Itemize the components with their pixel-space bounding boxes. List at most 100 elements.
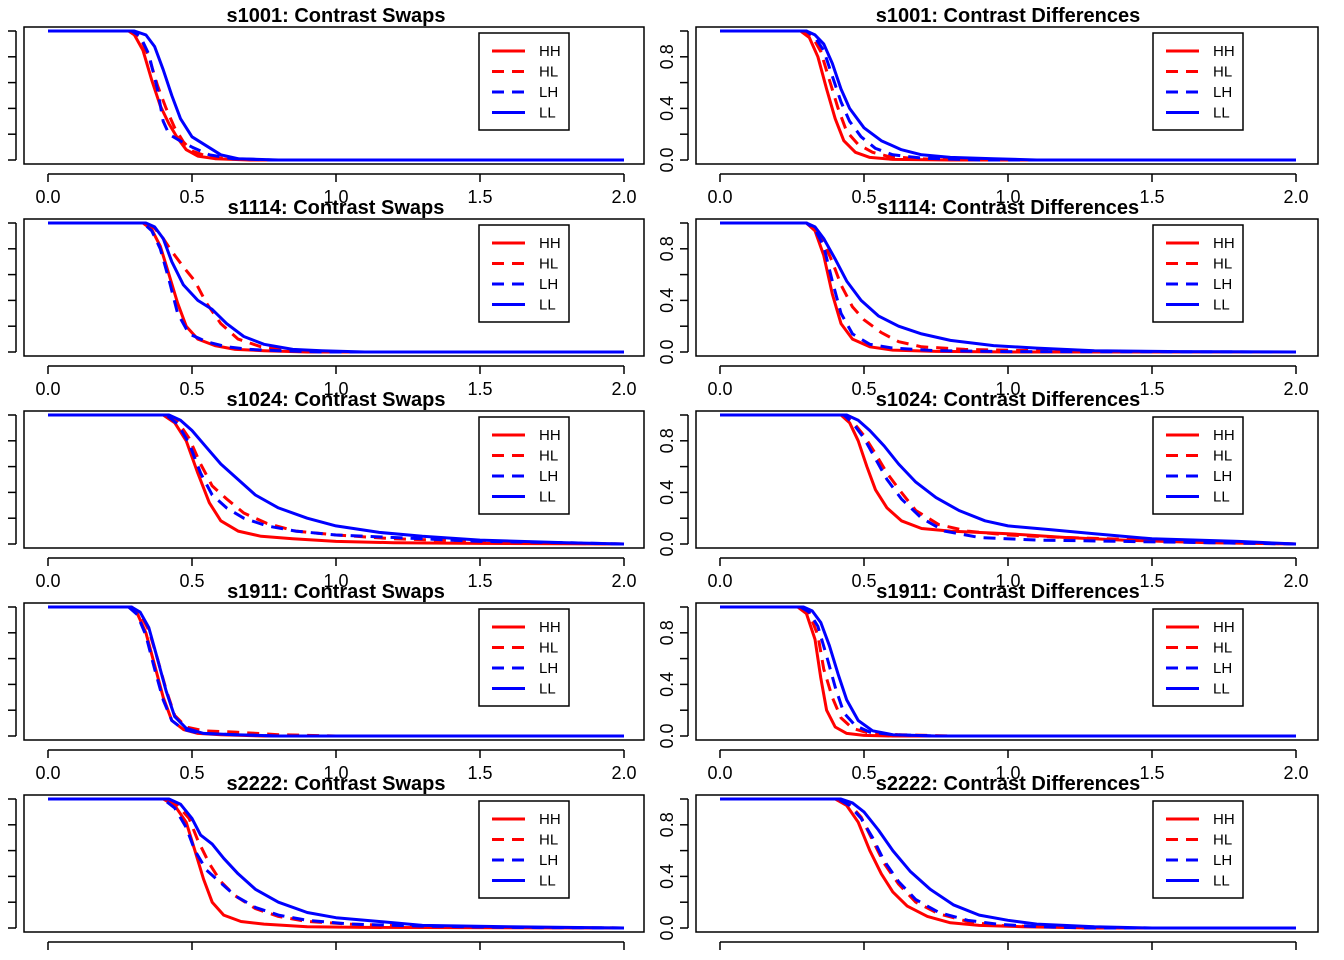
series-line-ll (720, 797, 1296, 930)
x-tick-label: 2.0 (1283, 187, 1308, 207)
x-tick-label: 0.0 (35, 379, 60, 399)
series-line-ll (720, 221, 1297, 354)
legend-label-hh: HH (1213, 427, 1235, 444)
panel-title: s1024: Contrast Differences (876, 389, 1141, 411)
legend-label-ll: LL (1213, 681, 1230, 698)
legend-label-lh: LH (539, 468, 558, 485)
panel-0: 0.0 0.5 1.0 1.5 2.0 s1001: Contrast Swaps HH HL… (8, 5, 645, 207)
legend-label-hh: HH (539, 427, 561, 444)
plot-frame (695, 26, 1319, 165)
plot-frame (23, 794, 645, 933)
x-tick-label: 1.5 (467, 571, 492, 591)
plot-frame (23, 602, 645, 741)
legend-label-ll: LL (1213, 489, 1230, 506)
y-tick-label: 0.4 (657, 672, 677, 697)
legend-label-lh: LH (539, 84, 558, 101)
y-tick-label: 0.8 (657, 44, 677, 69)
series-line-ll (720, 413, 1297, 546)
y-tick-label: 0.0 (657, 915, 677, 940)
panel-8: s2222: Contrast Swaps HH HL LH LL (8, 773, 645, 950)
x-tick-label: 1.5 (1139, 571, 1164, 591)
legend-label-ll: LL (539, 873, 556, 890)
x-tick-label: 2.0 (1283, 571, 1308, 591)
legend-label-ll: LL (539, 681, 556, 698)
y-tick-label: 0.8 (657, 428, 677, 453)
x-tick-label: 2.0 (611, 763, 636, 783)
x-tick-label: 1.0 (323, 763, 348, 783)
series-line-ll (720, 605, 1296, 738)
x-tick-label: 1.0 (323, 571, 348, 591)
legend-label-hh: HH (539, 619, 561, 636)
legend: HH HL LH LL (478, 224, 570, 323)
panel-6: 0.0 0.5 1.0 1.5 2.0 s1911: Contrast Swaps HH HL… (8, 581, 645, 783)
legend-label-hl: HL (1213, 640, 1232, 657)
panel-3: 0.0 0.5 1.0 1.5 2.0 0.0 0.4 0.8 s1114: Contrast … (657, 197, 1319, 399)
legend: HH HL LH LL (1152, 416, 1244, 515)
legend: HH HL LH LL (478, 32, 570, 131)
series-line-lh (48, 221, 624, 354)
x-tick-label: 2.0 (1283, 379, 1308, 399)
legend: HH HL LH LL (478, 416, 570, 515)
plot-frame (695, 410, 1319, 549)
panel-title: s1911: Contrast Differences (876, 581, 1139, 603)
y-tick-label: 0.4 (657, 288, 677, 313)
legend-label-hl: HL (1213, 256, 1232, 273)
legend-label-hh: HH (539, 811, 561, 828)
legend: HH HL LH LL (1152, 32, 1244, 131)
x-tick-label: 0.5 (851, 187, 876, 207)
legend-label-hl: HL (539, 832, 558, 849)
x-tick-label: 0.0 (707, 379, 732, 399)
plot-frame (23, 410, 645, 549)
legend-label-hl: HL (1213, 64, 1232, 81)
legend-label-hl: HL (539, 256, 558, 273)
plot-frame (695, 794, 1319, 933)
series-line-hh (720, 605, 1296, 738)
legend-label-lh: LH (1213, 84, 1232, 101)
panel-title: s1114: Contrast Differences (877, 197, 1139, 219)
x-tick-label: 2.0 (611, 571, 636, 591)
legend-label-ll: LL (539, 105, 556, 122)
legend-label-ll: LL (1213, 873, 1230, 890)
legend-label-lh: LH (539, 852, 558, 869)
x-tick-label: 1.0 (323, 187, 348, 207)
x-tick-label: 1.0 (995, 379, 1020, 399)
x-tick-label: 0.0 (707, 763, 732, 783)
series-line-lh (48, 797, 625, 930)
legend-label-lh: LH (1213, 660, 1232, 677)
x-tick-label: 1.5 (1139, 763, 1164, 783)
y-tick-label: 0.0 (657, 147, 677, 172)
x-tick-label: 2.0 (611, 187, 636, 207)
x-tick-label: 0.5 (851, 763, 876, 783)
legend-label-hl: HL (539, 64, 558, 81)
legend-label-lh: LH (1213, 468, 1232, 485)
legend: HH HL LH LL (478, 608, 570, 707)
legend-label-hl: HL (1213, 832, 1232, 849)
panel-title: s1114: Contrast Swaps (228, 197, 445, 219)
legend-label-hl: HL (539, 448, 558, 465)
legend-label-lh: LH (539, 276, 558, 293)
legend-label-ll: LL (1213, 105, 1230, 122)
y-tick-label: 0.8 (657, 236, 677, 261)
y-tick-label: 0.4 (657, 96, 677, 121)
y-tick-label: 0.0 (657, 531, 677, 556)
x-tick-label: 1.5 (467, 187, 492, 207)
x-tick-label: 0.5 (179, 763, 204, 783)
x-tick-label: 0.0 (35, 571, 60, 591)
y-tick-label: 0.8 (657, 620, 677, 645)
x-tick-label: 1.0 (995, 187, 1020, 207)
plot-frame (695, 602, 1319, 741)
x-tick-label: 0.5 (179, 571, 204, 591)
panel-title: s1001: Contrast Differences (876, 5, 1141, 27)
series-line-lh (48, 413, 625, 546)
legend-label-lh: LH (539, 660, 558, 677)
legend-label-lh: LH (1213, 276, 1232, 293)
plot-frame (23, 218, 645, 357)
series-line-ll (48, 413, 625, 546)
panel-title: s1911: Contrast Swaps (227, 581, 445, 603)
x-tick-label: 2.0 (1283, 763, 1308, 783)
legend-label-hl: HL (539, 640, 558, 657)
x-tick-label: 0.0 (707, 571, 732, 591)
y-tick-label: 0.4 (657, 480, 677, 505)
series-line-lh (720, 413, 1297, 546)
